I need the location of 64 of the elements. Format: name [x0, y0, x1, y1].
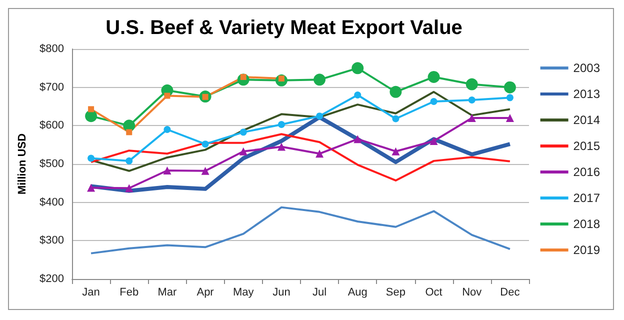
- x-tick-label: Oct: [425, 286, 442, 298]
- point: [126, 129, 132, 136]
- point: [354, 135, 362, 144]
- point: [354, 92, 362, 98]
- point: [201, 166, 210, 175]
- legend-label: 2019: [573, 243, 600, 257]
- point: [239, 147, 248, 156]
- point: [430, 137, 438, 145]
- point: [392, 147, 400, 156]
- legend-label: 2017: [573, 191, 600, 205]
- point: [87, 184, 96, 192]
- point: [504, 81, 516, 94]
- legend-label: 2003: [573, 61, 600, 75]
- x-tick-label: May: [232, 286, 254, 298]
- legend-label: 2016: [573, 165, 600, 179]
- point: [506, 114, 514, 122]
- x-tick-label: Jan: [82, 286, 100, 298]
- y-tick-label: $800: [40, 43, 64, 55]
- x-tick-label: Feb: [120, 286, 139, 298]
- point: [125, 184, 134, 192]
- point: [428, 70, 440, 83]
- point: [392, 115, 400, 122]
- x-tick-label: Sep: [386, 286, 406, 298]
- y-tick-label: $200: [40, 273, 64, 285]
- point: [88, 154, 95, 162]
- y-tick-label: $700: [40, 81, 64, 94]
- legend-label: 2014: [573, 113, 600, 127]
- point: [88, 106, 94, 112]
- legend-label: 2013: [573, 87, 600, 101]
- x-tick-label: Apr: [196, 286, 214, 298]
- point: [390, 86, 402, 98]
- legend-label: 2018: [573, 217, 600, 231]
- point: [202, 140, 209, 148]
- x-tick-label: Mar: [158, 286, 178, 298]
- x-tick-label: Dec: [500, 286, 520, 298]
- point: [352, 62, 364, 74]
- y-axis-title: Million USD: [16, 133, 28, 195]
- y-tick-label: $400: [40, 196, 64, 208]
- point: [277, 142, 286, 151]
- point: [164, 92, 170, 99]
- chart-title: U.S. Beef & Variety Meat Export Value: [106, 17, 462, 39]
- point: [466, 78, 478, 90]
- point: [316, 112, 324, 120]
- y-tick-label: $600: [40, 120, 64, 132]
- point: [468, 96, 476, 104]
- point: [85, 110, 98, 122]
- point: [506, 94, 514, 102]
- x-tick-label: Jul: [312, 286, 327, 298]
- x-tick-label: Aug: [348, 286, 368, 298]
- legend-label: 2015: [573, 139, 600, 153]
- point: [314, 74, 326, 86]
- point: [164, 126, 171, 133]
- point: [240, 128, 247, 136]
- point: [468, 114, 476, 122]
- point: [163, 166, 172, 175]
- line-series: [90, 206, 511, 254]
- x-tick-label: Nov: [462, 286, 482, 298]
- point: [278, 121, 285, 128]
- point: [126, 157, 133, 164]
- x-tick-label: Jun: [272, 286, 290, 298]
- point: [316, 150, 324, 158]
- y-tick-label: $500: [40, 158, 64, 170]
- y-tick-label: $300: [40, 234, 64, 247]
- point: [430, 98, 438, 106]
